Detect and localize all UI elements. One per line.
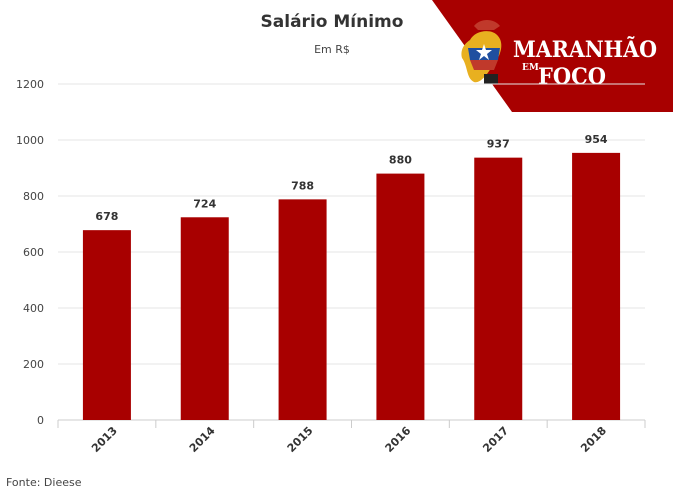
bar-2015	[278, 199, 327, 420]
y-tick-label: 1200	[16, 78, 44, 91]
chart-subtitle: Em R$	[314, 43, 350, 56]
bar-2017	[474, 157, 523, 420]
data-label-2017: 937	[487, 138, 510, 151]
data-label-2018: 954	[585, 133, 608, 146]
source-note: Fonte: Dieese	[6, 476, 82, 489]
data-label-2016: 880	[389, 154, 412, 167]
logo: MARANHÃO EM FOCO	[432, 0, 673, 112]
data-labels: 678 724 788 880 937 954	[95, 133, 607, 223]
data-label-2014: 724	[193, 197, 216, 210]
x-tick-label-2016: 2016	[383, 424, 414, 455]
y-tick-label: 600	[23, 246, 44, 259]
chart-title: Salário Mínimo	[261, 12, 404, 32]
logo-emblem-icon	[461, 20, 502, 84]
y-tick-label: 200	[23, 358, 44, 371]
x-tick-label-2013: 2013	[89, 424, 120, 455]
logo-text-em: EM	[522, 63, 539, 73]
bar-2014	[180, 217, 229, 420]
data-label-2015: 788	[291, 179, 314, 192]
y-tick-label: 400	[23, 302, 44, 315]
y-tick-label: 800	[23, 190, 44, 203]
x-tick-label-2018: 2018	[578, 424, 609, 455]
bar-2018	[572, 152, 621, 420]
x-tick-label-2014: 2014	[187, 424, 218, 455]
y-tick-label: 0	[37, 414, 44, 427]
x-tick-label-2015: 2015	[285, 424, 316, 455]
x-axis: 2013 2014 2015 2016 2017 2018	[57, 420, 646, 455]
logo-text-foco: FOCO	[538, 64, 606, 90]
data-label-2013: 678	[95, 210, 118, 223]
y-axis: 0 200 400 600 800 1000 1200	[16, 78, 44, 427]
x-tick-label-2017: 2017	[480, 424, 511, 455]
bars	[82, 152, 621, 420]
y-tick-label: 1000	[16, 134, 44, 147]
bar-2013	[82, 230, 131, 420]
bar-2016	[376, 173, 425, 420]
gridlines	[58, 83, 645, 421]
logo-text-maranhao: MARANHÃO	[513, 36, 657, 63]
